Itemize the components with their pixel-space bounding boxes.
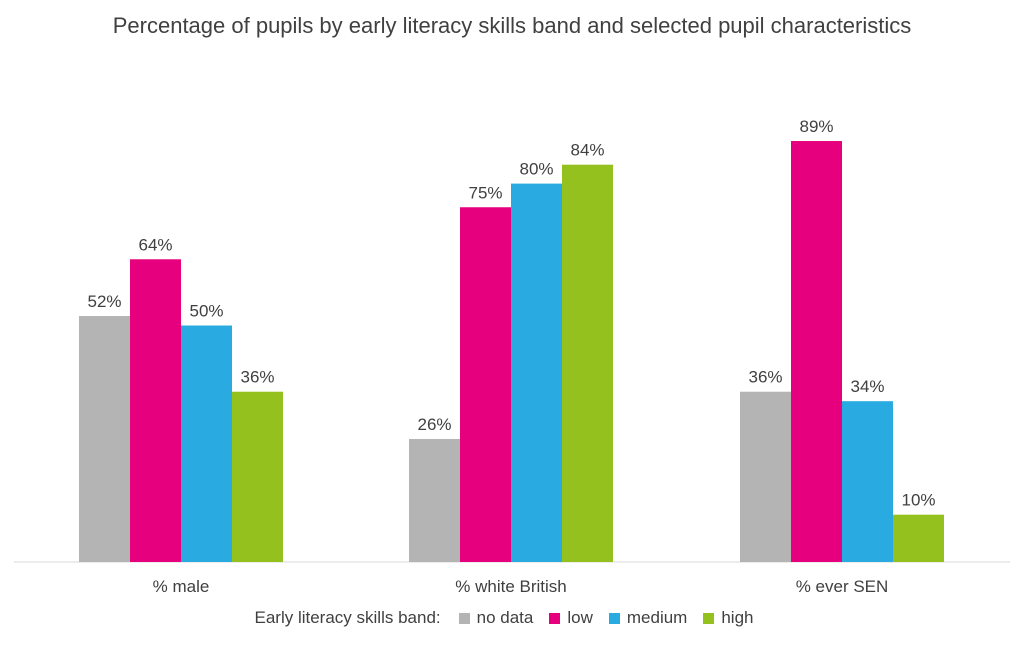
- legend-item-low: low: [549, 608, 593, 628]
- data-label: 36%: [240, 368, 274, 387]
- legend-item-high: high: [703, 608, 753, 628]
- bar-low-2: [791, 141, 842, 562]
- legend-label: medium: [626, 608, 688, 627]
- legend: Early literacy skills band: no data low me…: [0, 608, 1024, 628]
- category-label: % ever SEN: [796, 577, 889, 596]
- data-label: 75%: [468, 183, 502, 202]
- bar-no-data-1: [409, 439, 460, 562]
- legend-swatch: [549, 612, 561, 624]
- bar-low-0: [130, 259, 181, 562]
- bar-high-1: [562, 164, 613, 562]
- data-label: 36%: [748, 368, 782, 387]
- legend-label: no data: [476, 608, 534, 627]
- data-label: 50%: [189, 302, 223, 321]
- data-label: 84%: [570, 141, 604, 160]
- data-label: 10%: [901, 491, 935, 510]
- data-label: 89%: [799, 117, 833, 136]
- legend-swatch: [608, 612, 620, 624]
- category-label: % male: [153, 577, 210, 596]
- legend-swatch: [458, 612, 470, 624]
- legend-item-no-data: no data: [458, 608, 534, 628]
- bar-no-data-0: [79, 316, 130, 562]
- bar-low-1: [460, 207, 511, 562]
- bar-high-0: [232, 391, 283, 562]
- bar-no-data-2: [740, 391, 791, 562]
- legend-title: Early literacy skills band:: [254, 608, 441, 627]
- data-label: 26%: [417, 415, 451, 434]
- data-label: 34%: [850, 377, 884, 396]
- bar-medium-1: [511, 183, 562, 562]
- legend-label: high: [721, 608, 754, 627]
- legend-item-medium: medium: [608, 608, 688, 628]
- data-label: 64%: [138, 235, 172, 254]
- chart-title: Percentage of pupils by early literacy s…: [112, 13, 912, 38]
- bar-medium-2: [842, 401, 893, 562]
- bar-medium-0: [181, 325, 232, 562]
- data-label: 52%: [87, 292, 121, 311]
- data-label: 80%: [519, 160, 553, 179]
- bar-high-2: [893, 514, 944, 562]
- legend-swatch: [703, 612, 715, 624]
- legend-label: low: [567, 608, 593, 627]
- category-label: % white British: [455, 577, 566, 596]
